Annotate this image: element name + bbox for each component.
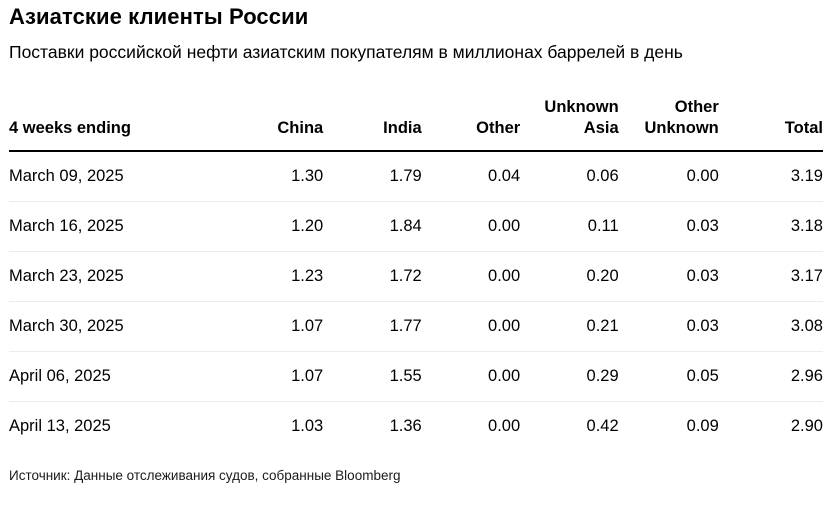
column-header-total: Total: [718, 97, 823, 152]
cell-china: 1.03: [291, 417, 324, 436]
cell-other: 0.00: [488, 417, 521, 436]
cell-total: 2.96: [718, 351, 823, 402]
cell-china: 1.23: [224, 251, 324, 302]
column-header-other-unknown: Other Unknown: [618, 97, 719, 152]
cell-other: 0.00: [421, 351, 521, 402]
table-row: March 16, 2025 1.20 1.84 0.00 0.11 0.03 …: [9, 201, 823, 252]
column-header-week-ending: 4 weeks ending: [9, 97, 225, 152]
cell-date: March 23, 2025: [9, 251, 225, 302]
chart-container: Азиатские клиенты России Поставки россий…: [9, 4, 823, 483]
cell-total: 3.08: [718, 301, 823, 352]
cell-india: 1.72: [323, 251, 422, 302]
cell-india: 1.36: [389, 417, 422, 436]
cell-india: 1.55: [323, 351, 422, 402]
cell-other-unknown: 0.03: [618, 251, 719, 302]
table-row: April 06, 2025 1.07 1.55 0.00 0.29 0.05 …: [9, 351, 823, 402]
cell-date: March 16, 2025: [9, 201, 225, 252]
cell-other-unknown: 0.09: [686, 417, 719, 436]
cell-china: 1.07: [224, 351, 324, 402]
column-header-unknown-asia: Unknown Asia: [520, 97, 619, 152]
cell-total: 3.17: [718, 251, 823, 302]
table-header-row: 4 weeks ending China India Other Unknown…: [9, 97, 823, 152]
cell-india: 1.84: [323, 201, 422, 252]
cell-other: 0.04: [421, 151, 521, 202]
cell-date: April 06, 2025: [9, 351, 225, 402]
chart-subtitle: Поставки российской нефти азиатским поку…: [9, 42, 683, 62]
cell-other-unknown: 0.03: [618, 201, 719, 252]
cell-china: 1.20: [224, 201, 324, 252]
cell-other: 0.00: [421, 201, 521, 252]
column-header-india: India: [323, 97, 422, 152]
cell-total: 2.90: [790, 417, 823, 436]
cell-total: 3.18: [718, 201, 823, 252]
table-row: April 13, 2025 1.03 1.36 0.00 0.42 0.09 …: [9, 401, 823, 451]
cell-date: April 13, 2025: [9, 417, 111, 436]
source-line: Источник: Данные отслеживания судов, соб…: [9, 468, 401, 483]
cell-china: 1.07: [224, 301, 324, 352]
cell-unknown-asia: 0.06: [520, 151, 619, 202]
cell-china: 1.30: [224, 151, 324, 202]
cell-total: 3.19: [718, 151, 823, 202]
cell-unknown-asia: 0.29: [520, 351, 619, 402]
table-row: March 30, 2025 1.07 1.77 0.00 0.21 0.03 …: [9, 301, 823, 352]
column-header-china: China: [224, 97, 324, 152]
cell-other: 0.00: [421, 301, 521, 352]
cell-date: March 09, 2025: [9, 151, 225, 202]
table-row: March 09, 2025 1.30 1.79 0.04 0.06 0.00 …: [9, 151, 823, 202]
table-row: March 23, 2025 1.23 1.72 0.00 0.20 0.03 …: [9, 251, 823, 302]
cell-india: 1.77: [323, 301, 422, 352]
chart-title: Азиатские клиенты России: [9, 4, 309, 29]
cell-india: 1.79: [323, 151, 422, 202]
cell-other-unknown: 0.00: [618, 151, 719, 202]
cell-other: 0.00: [421, 251, 521, 302]
oil-shipments-table: 4 weeks ending China India Other Unknown…: [9, 97, 823, 451]
column-header-other: Other: [421, 97, 521, 152]
cell-unknown-asia: 0.11: [520, 201, 619, 252]
cell-unknown-asia: 0.42: [586, 417, 619, 436]
cell-unknown-asia: 0.21: [520, 301, 619, 352]
cell-other-unknown: 0.03: [618, 301, 719, 352]
cell-date: March 30, 2025: [9, 301, 225, 352]
cell-other-unknown: 0.05: [618, 351, 719, 402]
cell-unknown-asia: 0.20: [520, 251, 619, 302]
